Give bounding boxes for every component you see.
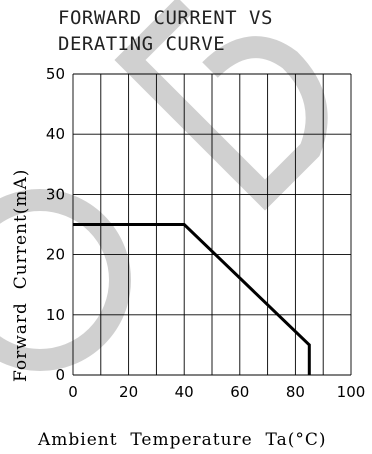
- x-tick-label-60: 60: [230, 383, 249, 401]
- x-tick-label-0: 0: [68, 383, 78, 401]
- x-axis-label: Ambient Temperature Ta(°C): [37, 430, 326, 450]
- chart-title-line2: DERATING CURVE: [58, 33, 225, 55]
- x-tick-label-40: 40: [175, 383, 194, 401]
- watermark-logo: [0, 0, 328, 371]
- series-line-0: [73, 223, 311, 375]
- y-axis-label: Forward Current(mA): [11, 169, 31, 382]
- grid: [72, 73, 352, 376]
- y-tick-label-50: 50: [46, 65, 65, 83]
- y-tick-label-30: 30: [46, 185, 65, 203]
- tick-labels: 0 20 40 60 80 100 0 10 20 30 40 50: [46, 65, 365, 401]
- series-layer: [73, 223, 311, 375]
- y-tick-label-20: 20: [46, 246, 65, 264]
- y-tick-label-10: 10: [46, 306, 65, 324]
- y-tick-label-40: 40: [46, 125, 65, 143]
- x-tick-label-80: 80: [286, 383, 305, 401]
- y-tick-label-0: 0: [55, 366, 65, 384]
- chart-title-line1: FORWARD CURRENT VS: [58, 7, 273, 29]
- x-tick-label-20: 20: [119, 383, 138, 401]
- x-tick-label-100: 100: [337, 383, 366, 401]
